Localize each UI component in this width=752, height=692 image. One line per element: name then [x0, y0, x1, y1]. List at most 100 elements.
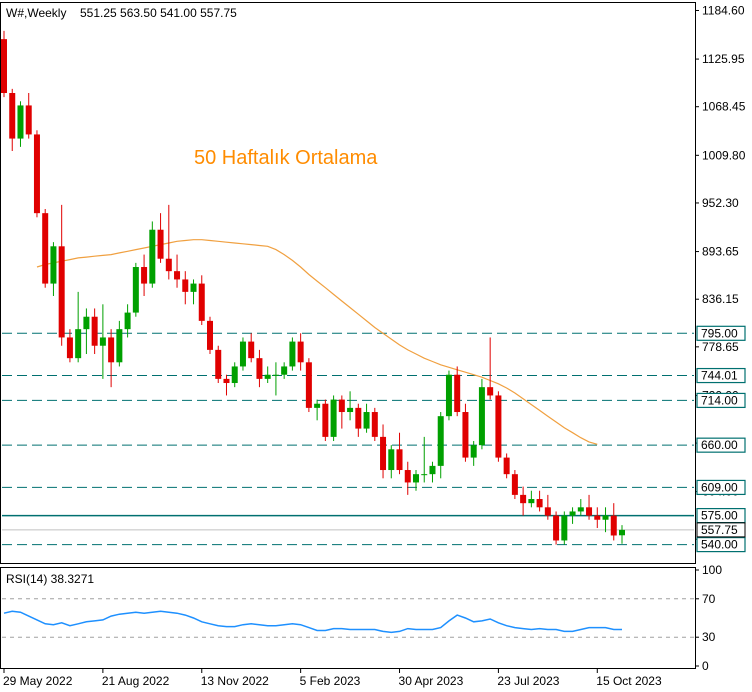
candle	[124, 304, 131, 338]
level-tag-box	[696, 367, 746, 384]
rsi-title: RSI(14) 38.3271	[6, 572, 94, 586]
candle	[594, 507, 601, 529]
candle-body	[338, 399, 345, 413]
level-tag-label: 795.00	[701, 326, 738, 340]
candle-body	[239, 341, 246, 367]
level-tag: 540.00	[696, 536, 746, 553]
level-tag-label: 540.00	[701, 538, 738, 552]
candle	[380, 424, 387, 479]
candle	[17, 101, 24, 147]
candle-body	[157, 229, 164, 259]
ma-annotation: 50 Haftalık Ortalama	[194, 147, 378, 169]
candle	[231, 362, 238, 388]
candle-body	[462, 412, 469, 458]
candle	[215, 345, 222, 384]
price-axis-label: 778.65	[702, 340, 739, 354]
candle	[33, 130, 40, 218]
candle	[99, 304, 106, 379]
candle-body	[272, 374, 279, 376]
rsi-axis-label: 70	[702, 592, 716, 606]
candle-body	[371, 412, 378, 437]
candle	[305, 358, 312, 413]
candle-body	[248, 341, 255, 359]
candle	[42, 209, 49, 288]
level-tag-label: 609.00	[701, 480, 738, 494]
candle	[256, 349, 263, 388]
candle	[421, 436, 428, 483]
candle	[536, 490, 543, 512]
candle	[297, 333, 304, 371]
candle	[503, 453, 510, 479]
candle-body	[429, 465, 436, 475]
level-tag-label: 575.00	[701, 509, 738, 523]
chart-header-ohlc: 551.25 563.50 541.00 557.75	[80, 6, 237, 20]
candle-body	[141, 267, 148, 284]
candle-body	[330, 399, 337, 437]
candle	[371, 407, 378, 442]
candle	[330, 395, 337, 442]
candle-body	[165, 258, 172, 272]
rsi-panel-frame	[0, 567, 696, 669]
candle-body	[83, 316, 90, 330]
candle	[478, 378, 485, 450]
candle-body	[322, 403, 329, 437]
candle-body	[132, 267, 139, 313]
candle	[454, 366, 461, 417]
moving-average-layer	[36, 239, 598, 445]
candle-body	[190, 283, 197, 292]
date-axis-label: 5 Feb 2023	[300, 674, 361, 688]
rsi-axis-label: 100	[702, 563, 722, 577]
candle-body	[256, 358, 263, 379]
candle-body	[355, 407, 362, 429]
candle-body	[437, 416, 444, 466]
level-tag-label: 744.01	[701, 369, 738, 383]
candle-body	[264, 374, 271, 379]
candle-body	[503, 457, 510, 475]
candle-body	[511, 474, 518, 495]
candle	[413, 470, 419, 491]
candle-body	[215, 349, 222, 379]
candle	[207, 316, 213, 355]
candle	[338, 395, 345, 429]
candle-body	[289, 341, 296, 367]
candle-body	[58, 246, 65, 338]
candle	[619, 525, 625, 544]
candle-body	[347, 407, 354, 413]
candle	[561, 511, 568, 545]
rsi-axis-label: 30	[702, 630, 716, 644]
candle-body	[314, 403, 321, 408]
candle	[264, 366, 271, 384]
candle	[9, 88, 16, 152]
level-tag-box	[696, 392, 746, 409]
date-axis-label: 29 May 2022	[3, 674, 73, 688]
candle-body	[108, 337, 115, 363]
current-price-tag-label: 557.75	[701, 523, 738, 537]
candle-body	[569, 511, 576, 516]
level-tag-label: 714.00	[701, 393, 738, 407]
candle	[437, 412, 444, 479]
candle	[281, 362, 288, 379]
candle	[91, 308, 98, 355]
candle	[511, 470, 518, 500]
candle-body	[594, 515, 601, 520]
candle	[116, 320, 123, 367]
candle	[1, 30, 7, 98]
candle-body	[388, 449, 395, 471]
candle-body	[42, 213, 49, 284]
candle	[157, 213, 164, 263]
candle	[520, 486, 527, 516]
candle-body	[50, 246, 57, 284]
candle	[223, 374, 230, 396]
candle	[198, 275, 205, 326]
candle-body	[619, 529, 625, 536]
candle-body	[124, 312, 131, 330]
level-tag: 795.00	[696, 325, 746, 341]
candle	[347, 391, 354, 421]
rsi-line	[3, 610, 622, 634]
candle	[141, 254, 148, 297]
candle-body	[602, 515, 609, 520]
candle	[495, 391, 502, 462]
candle-body	[25, 105, 32, 135]
candle	[182, 271, 189, 305]
candle-body	[363, 412, 370, 429]
